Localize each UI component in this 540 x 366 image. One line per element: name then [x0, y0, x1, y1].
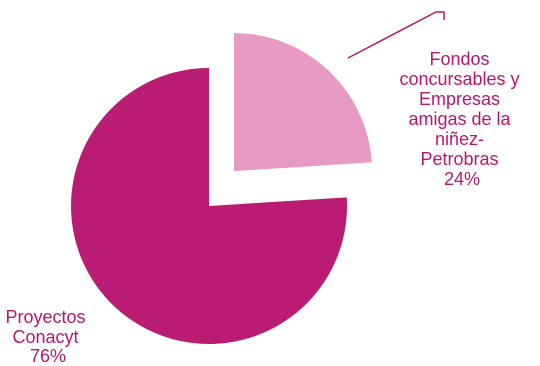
slice-value-label: 24% [444, 169, 480, 189]
slice-label-line: amigas de la [408, 109, 511, 129]
slice-label-line: Proyectos [5, 307, 85, 327]
slice-label-line: Petrobras [420, 149, 498, 169]
slice-label-proyectos-conacyt: Proyectos Conacyt 76% [5, 307, 90, 366]
pie-slice-proyectos-conacyt [71, 68, 348, 345]
slice-label-line: concursables y [399, 69, 519, 89]
slice-value-label: 76% [30, 346, 66, 366]
pie-slice-fondos-concursables [234, 33, 372, 172]
slice-label-line: niñez- [435, 129, 484, 149]
slice-label-line: Fondos [429, 49, 489, 69]
leader-line-fondos-concursables [347, 11, 445, 59]
slice-label-line: Empresas [419, 89, 500, 109]
slice-label-line: Conacyt [12, 327, 78, 347]
slice-label-fondos-concursables: Fondos concursables y Empresas amigas de… [399, 49, 524, 189]
